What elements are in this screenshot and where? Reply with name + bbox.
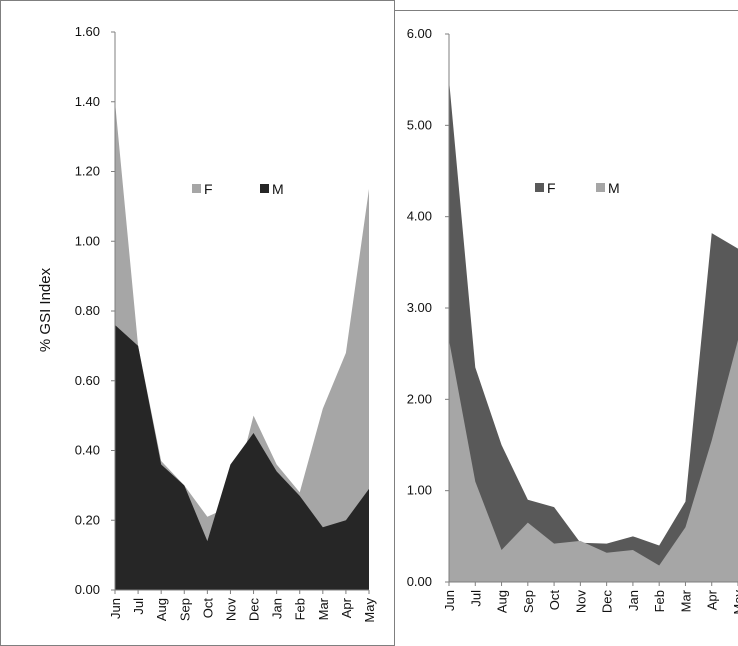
x-tick-label: Mar bbox=[316, 597, 331, 620]
y-tick-label: 1.20 bbox=[75, 164, 100, 179]
area-series-m bbox=[115, 324, 369, 590]
x-tick-label: May bbox=[731, 590, 738, 615]
y-tick-label: 0.20 bbox=[75, 512, 100, 527]
x-tick-label: Dec bbox=[247, 598, 262, 622]
y-tick-label: 4.00 bbox=[407, 209, 432, 224]
chart-left-plot-area bbox=[115, 101, 369, 590]
chart-left-x-axis: Jun Jul Aug Sep Oct Nov Dec Jan Feb Mar Apr May bbox=[108, 589, 377, 623]
x-tick-label: Apr bbox=[705, 589, 720, 610]
y-tick-label: 5.00 bbox=[407, 117, 432, 132]
chart-left-y-axis-label: % GSI Index bbox=[37, 267, 54, 352]
chart-right-legend: F M bbox=[535, 180, 620, 196]
x-tick-label: Oct bbox=[547, 590, 562, 611]
x-tick-label: Nov bbox=[573, 590, 588, 614]
y-tick-label: 0.80 bbox=[75, 303, 100, 318]
x-tick-label: Dec bbox=[600, 590, 615, 614]
x-tick-label: Aug bbox=[495, 590, 510, 613]
chart-right-y-axis: 0.00 1.00 2.00 3.00 4.00 5.00 6.00 bbox=[407, 26, 450, 589]
x-tick-label: Mar bbox=[678, 589, 693, 612]
area-series-m bbox=[449, 339, 738, 582]
x-tick-label: Feb bbox=[293, 598, 308, 620]
x-tick-label: Jun bbox=[108, 598, 123, 619]
y-tick-label: 1.60 bbox=[75, 24, 100, 39]
gsi-chart-right-panel: 0.00 1.00 2.00 3.00 4.00 5.00 6.00 Jun Jul Aug Se… bbox=[394, 10, 738, 646]
legend-right-m-swatch bbox=[596, 183, 605, 192]
x-tick-label: Jan bbox=[270, 598, 285, 619]
x-tick-label: May bbox=[362, 598, 377, 623]
y-tick-label: 1.00 bbox=[407, 483, 432, 498]
legend-left-m-label: M bbox=[272, 181, 284, 197]
x-tick-label: Nov bbox=[223, 598, 238, 622]
x-tick-label: Sep bbox=[521, 590, 536, 613]
x-tick-label: Sep bbox=[177, 598, 192, 621]
x-tick-label: Jul bbox=[468, 590, 483, 607]
y-tick-label: 2.00 bbox=[407, 391, 432, 406]
legend-right-f-swatch bbox=[535, 183, 544, 192]
y-tick-label: 0.00 bbox=[407, 574, 432, 589]
gsi-chart-left-panel: 0.00 0.20 0.40 0.60 0.80 1.00 1.20 1.40 1.60 Jun… bbox=[0, 0, 395, 646]
x-tick-label: Jan bbox=[626, 590, 641, 611]
legend-left-m-swatch bbox=[260, 184, 269, 193]
chart-left-legend: F M bbox=[192, 181, 284, 197]
legend-left-f-swatch bbox=[192, 184, 201, 193]
x-tick-label: Jul bbox=[131, 598, 146, 615]
x-tick-label: Aug bbox=[154, 598, 169, 621]
y-tick-label: 0.60 bbox=[75, 373, 100, 388]
y-tick-label: 3.00 bbox=[407, 300, 432, 315]
y-tick-label: 0.40 bbox=[75, 443, 100, 458]
x-tick-label: Oct bbox=[200, 598, 215, 619]
x-tick-label: Apr bbox=[339, 597, 354, 618]
chart-left-y-axis: 0.00 0.20 0.40 0.60 0.80 1.00 1.20 1.40 1.60 bbox=[75, 24, 116, 597]
y-tick-label: 0.00 bbox=[75, 582, 100, 597]
y-tick-label: 1.40 bbox=[75, 94, 100, 109]
x-tick-label: Feb bbox=[652, 590, 667, 612]
x-tick-label: Jun bbox=[442, 590, 457, 611]
legend-right-m-label: M bbox=[608, 180, 620, 196]
legend-left-f-label: F bbox=[204, 181, 213, 197]
legend-right-f-label: F bbox=[547, 180, 556, 196]
y-tick-label: 6.00 bbox=[407, 26, 432, 41]
chart-right-plot-area bbox=[449, 79, 738, 583]
y-tick-label: 1.00 bbox=[75, 233, 100, 248]
chart-right-x-axis: Jun Jul Aug Sep Oct Nov Dec Jan Feb Mar Apr May bbox=[442, 581, 738, 615]
